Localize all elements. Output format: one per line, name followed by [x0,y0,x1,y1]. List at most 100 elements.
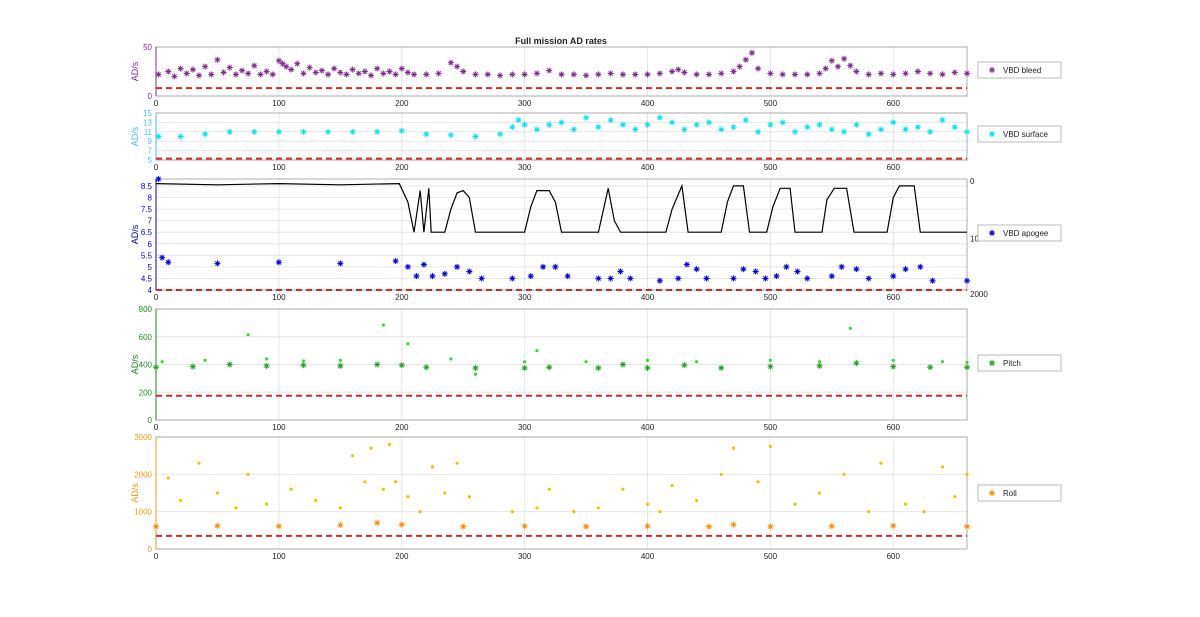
data-point [355,70,362,77]
data-point [917,263,924,270]
data-point [607,275,614,282]
data-point [730,68,737,75]
data-point [853,360,860,367]
x-tick-label: 100 [272,99,286,108]
data-point [951,124,958,131]
data-point [853,68,860,75]
data-point [964,277,970,284]
data-point [533,126,540,133]
data-point [447,132,454,139]
data-point [705,71,712,78]
data-point [890,522,897,529]
data-point [368,72,375,79]
y-tick-label: 5 [148,156,153,165]
data-point [865,275,872,282]
data-point [817,491,822,495]
data-point [234,506,238,510]
y-tick-label: 0 [148,92,153,101]
data-point [443,491,447,495]
y-tick-label: 2000 [134,470,152,479]
data-point [596,506,600,510]
legend-label: Roll [1003,489,1017,498]
data-point [767,523,774,530]
data-point [369,446,373,450]
data-point [239,67,246,74]
data-point [165,259,172,266]
data-point [939,71,946,78]
y-tick-label: 3000 [134,433,152,442]
data-point [621,487,625,491]
data-point [730,275,737,282]
data-point [306,64,313,71]
data-point [279,60,286,67]
data-point [547,487,551,491]
x-tick-label: 500 [764,293,778,302]
data-point [449,357,453,361]
data-point [535,506,539,510]
series-bleed-0 [155,49,970,80]
y-tick-label: 200 [139,388,153,397]
data-point [337,260,344,267]
data-point [595,71,602,78]
x-tick-label: 200 [395,423,409,432]
data-point [755,65,762,72]
data-point [472,71,479,78]
data-point [246,333,250,337]
data-point [331,65,338,72]
data-point [197,461,201,465]
data-point [718,126,725,133]
y-tick-label: 1000 [134,508,152,517]
data-point [804,71,811,78]
data-point [670,483,674,488]
data-point [632,126,639,133]
data-point [768,444,772,448]
data-point [406,342,410,346]
data-point [922,510,926,514]
data-point [374,361,381,368]
data-point [374,519,381,526]
x-tick-label: 300 [518,423,532,432]
y-tick-label: 15 [143,109,152,118]
data-point [523,360,527,364]
data-point [767,121,774,128]
data-point [718,70,725,77]
data-point [675,275,682,282]
data-point [351,454,355,458]
legend-label: VBD bleed [1003,66,1041,75]
data-point [794,268,801,275]
data-point [381,323,385,327]
data-point [914,68,921,75]
data-point [275,259,282,266]
y-tick-label: 9 [148,137,153,146]
y-tick-label: 5 [148,263,153,272]
data-point [583,72,590,79]
data-point [816,121,823,128]
data-point [773,273,780,280]
data-point [527,273,534,280]
data-point [816,362,823,369]
data-point [627,275,634,282]
data-point [418,510,422,514]
data-point [939,117,946,124]
data-point [619,121,626,128]
data-point [460,523,467,530]
data-point [515,117,522,124]
x-tick-label: 600 [887,423,901,432]
data-point [842,472,846,476]
data-point [964,70,970,77]
data-point [423,71,430,78]
y-tick-label: 7.5 [141,205,153,214]
data-point [681,126,688,133]
data-point [853,121,860,128]
data-point [669,119,676,126]
data-point [607,70,614,77]
axes-frame [155,178,968,291]
x-tick-label: 500 [764,99,778,108]
x-tick-label: 0 [154,99,159,108]
data-point [214,260,221,267]
data-point [300,128,307,135]
x-tick-label: 100 [272,423,286,432]
data-point [263,362,270,369]
data-point [656,70,663,77]
data-point [572,510,576,514]
